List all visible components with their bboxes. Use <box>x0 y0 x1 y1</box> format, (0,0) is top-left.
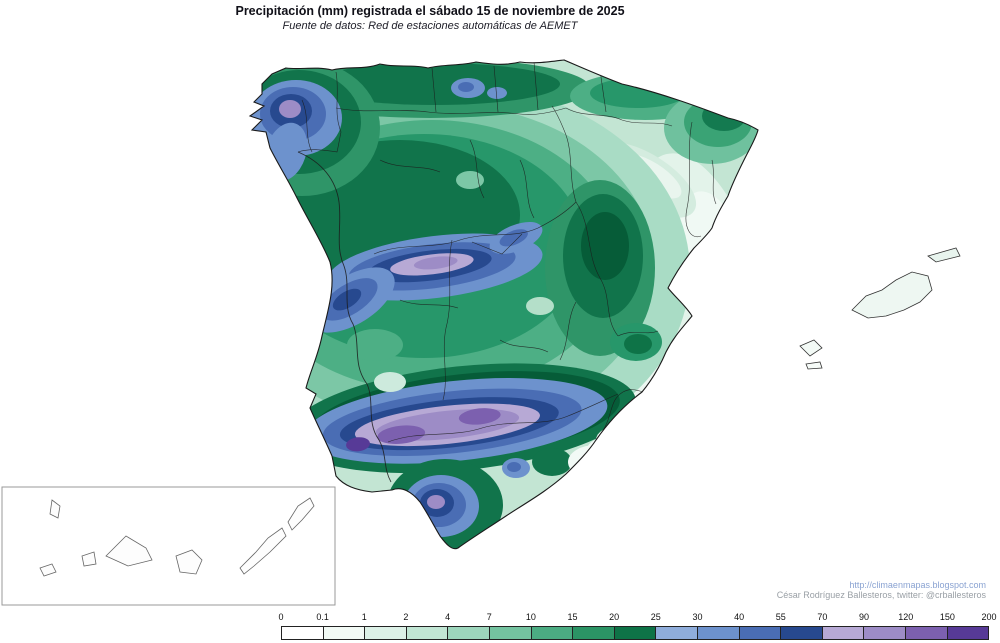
colorbar <box>281 626 989 640</box>
colorbar-cell <box>864 627 906 639</box>
colorbar-cell <box>531 627 574 639</box>
dry-pocket <box>374 372 406 392</box>
balearic-islands <box>799 247 961 370</box>
colorbar-tick-label: 90 <box>859 612 870 622</box>
peninsula-precipitation-field <box>250 60 758 549</box>
colorbar-tick-label: 1 <box>361 612 367 622</box>
colorbar-tick-label: 4 <box>445 612 451 622</box>
colorbar-cell <box>489 627 532 639</box>
colorbar-cell <box>406 627 449 639</box>
la-palma-island <box>49 499 61 519</box>
almeria-dry-zone <box>568 445 624 479</box>
colorbar-tick-label: 30 <box>692 612 703 622</box>
colorbar-tick-label: 70 <box>817 612 828 622</box>
colorbar-cell <box>614 627 657 639</box>
colorbar-tick-label: 120 <box>898 612 914 622</box>
el-hierro-island <box>39 563 57 577</box>
colorbar-tick-label: 0 <box>278 612 284 622</box>
guadarrama-rain-spot <box>489 222 543 254</box>
gran-canaria-island <box>175 549 203 575</box>
la-gomera-island <box>81 551 97 567</box>
page-subtitle: Fuente de datos: Red de estaciones autom… <box>282 20 578 32</box>
credit-url[interactable]: http://climaenmapas.blogspot.com <box>849 580 986 590</box>
peninsula-coastline <box>248 59 759 550</box>
colorbar-tick-label: 25 <box>650 612 661 622</box>
colorbar-tick-label: 200 <box>981 612 997 622</box>
galicia-heavy-rain <box>250 60 380 196</box>
colorbar-cell <box>282 627 324 639</box>
fuerteventura-island <box>239 527 287 575</box>
canary-islands-inset <box>1 486 336 606</box>
menorca-island <box>927 247 961 263</box>
mallorca-island <box>851 271 933 319</box>
colorbar-cell <box>656 627 698 639</box>
colorbar-tick-label: 2 <box>403 612 409 622</box>
tenerife-island <box>105 535 153 567</box>
formentera-island <box>805 361 823 370</box>
colorbar-cell <box>365 627 407 639</box>
colorbar-cell <box>697 627 740 639</box>
colorbar-cell <box>822 627 865 639</box>
colorbar-tick-label: 20 <box>609 612 620 622</box>
colorbar-cell <box>739 627 782 639</box>
colorbar-cell <box>781 627 823 639</box>
colorbar-tick-label: 55 <box>775 612 786 622</box>
colorbar-tick-label: 10 <box>525 612 536 622</box>
green-pocket <box>347 329 403 361</box>
colorbar-cell <box>573 627 615 639</box>
colorbar-cell <box>448 627 490 639</box>
colorbar-tick-label: 40 <box>734 612 745 622</box>
colorbar-tick-label: 7 <box>486 612 492 622</box>
province-borders <box>297 61 717 483</box>
colorbar-tick-label: 0.1 <box>316 612 329 622</box>
colorbar-cell <box>905 627 948 639</box>
ibiza-island <box>799 339 823 357</box>
credit-author: César Rodríguez Ballesteros, twitter: @c… <box>776 590 986 600</box>
credits: http://climaenmapas.blogspot.com César R… <box>777 580 986 600</box>
lanzarote-island <box>287 497 315 531</box>
colorbar-tick-label: 15 <box>567 612 578 622</box>
spain-portugal-border <box>297 151 392 483</box>
colorbar-tick-label: 150 <box>939 612 955 622</box>
colorbar-ticks: 0 0.1 1 2 4 7 10 15 20 25 30 40 55 70 90 120 150 200 <box>278 612 996 624</box>
colorbar-cell <box>947 627 989 639</box>
page-title: Precipitación (mm) registrada el sábado … <box>235 4 625 18</box>
colorbar-cell <box>323 627 366 639</box>
